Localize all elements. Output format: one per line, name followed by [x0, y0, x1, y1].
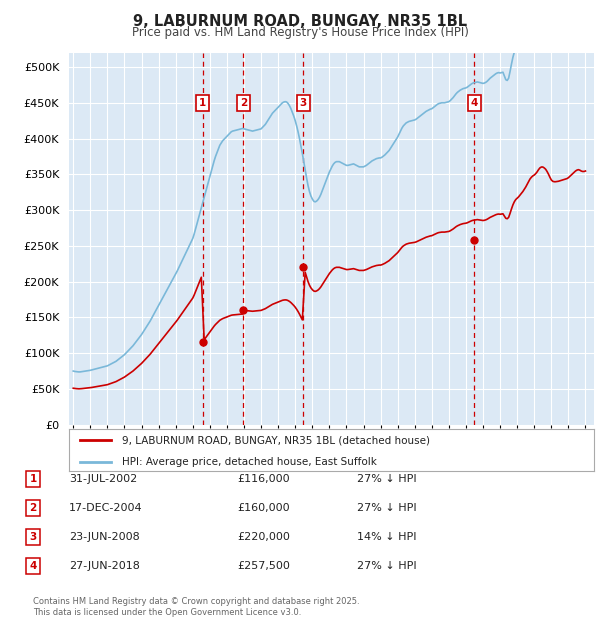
Text: 31-JUL-2002: 31-JUL-2002: [69, 474, 137, 484]
Text: 9, LABURNUM ROAD, BUNGAY, NR35 1BL (detached house): 9, LABURNUM ROAD, BUNGAY, NR35 1BL (deta…: [121, 435, 430, 445]
Text: 1: 1: [199, 98, 206, 108]
Text: £160,000: £160,000: [237, 503, 290, 513]
Text: Contains HM Land Registry data © Crown copyright and database right 2025.
This d: Contains HM Land Registry data © Crown c…: [33, 598, 359, 617]
Text: 3: 3: [29, 532, 37, 542]
Text: 17-DEC-2004: 17-DEC-2004: [69, 503, 143, 513]
Text: 23-JUN-2008: 23-JUN-2008: [69, 532, 140, 542]
Text: Price paid vs. HM Land Registry's House Price Index (HPI): Price paid vs. HM Land Registry's House …: [131, 26, 469, 39]
Text: 1: 1: [29, 474, 37, 484]
Text: 3: 3: [300, 98, 307, 108]
Text: £116,000: £116,000: [237, 474, 290, 484]
Text: 27% ↓ HPI: 27% ↓ HPI: [357, 474, 416, 484]
Text: 4: 4: [470, 98, 478, 108]
Text: HPI: Average price, detached house, East Suffolk: HPI: Average price, detached house, East…: [121, 457, 376, 467]
Text: £257,500: £257,500: [237, 561, 290, 571]
Text: 2: 2: [239, 98, 247, 108]
Text: 2: 2: [29, 503, 37, 513]
Text: 27% ↓ HPI: 27% ↓ HPI: [357, 561, 416, 571]
Text: 27% ↓ HPI: 27% ↓ HPI: [357, 503, 416, 513]
Text: 4: 4: [29, 561, 37, 571]
Text: 14% ↓ HPI: 14% ↓ HPI: [357, 532, 416, 542]
Text: 9, LABURNUM ROAD, BUNGAY, NR35 1BL: 9, LABURNUM ROAD, BUNGAY, NR35 1BL: [133, 14, 467, 29]
Text: £220,000: £220,000: [237, 532, 290, 542]
Text: 27-JUN-2018: 27-JUN-2018: [69, 561, 140, 571]
